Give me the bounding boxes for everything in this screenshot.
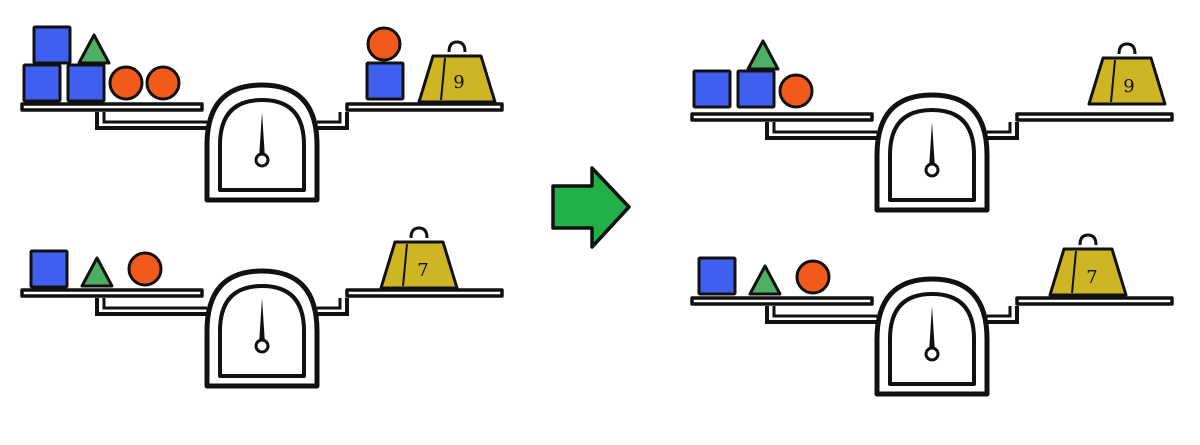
circle-item [108, 65, 144, 101]
weight-item: 9 [1087, 42, 1167, 106]
square-item [365, 61, 405, 101]
scale-after-top [692, 95, 1172, 210]
right-arrow-icon [551, 166, 631, 249]
triangle-item [746, 39, 780, 71]
weight-item: 7 [379, 226, 459, 290]
weight-item: 9 [417, 40, 497, 104]
square-item [692, 69, 732, 109]
square-item [29, 249, 69, 289]
weight-label: 7 [417, 260, 428, 281]
square-item [736, 69, 776, 109]
circle-item [778, 73, 814, 109]
weight-label: 9 [453, 72, 464, 93]
before-top-right-pan-items: 9 [365, 26, 497, 104]
circle-item [795, 259, 831, 295]
square-item [22, 63, 62, 103]
before-top-left-pan-items [22, 25, 181, 103]
square-item [32, 25, 72, 65]
after-bottom-left-pan-items [697, 256, 831, 296]
after-bottom-right-pan-items: 7 [1048, 233, 1128, 297]
triangle-item [80, 256, 114, 288]
square-item [697, 256, 737, 296]
weight-item: 7 [1048, 233, 1128, 297]
before-bottom-left-pan-items [29, 249, 163, 289]
circle-item [145, 65, 181, 101]
before-bottom-right-pan-items: 7 [379, 226, 459, 290]
transition-arrow [551, 166, 631, 249]
after-top-right-pan-items: 9 [1087, 42, 1167, 106]
circle-item [366, 26, 402, 62]
square-item [66, 63, 106, 103]
circle-item [127, 251, 163, 287]
after-top-left-pan-items [692, 39, 814, 109]
weight-label: 9 [1123, 76, 1134, 97]
weight-label: 7 [1086, 267, 1097, 288]
triangle-item [748, 264, 782, 296]
triangle-item [77, 33, 111, 65]
